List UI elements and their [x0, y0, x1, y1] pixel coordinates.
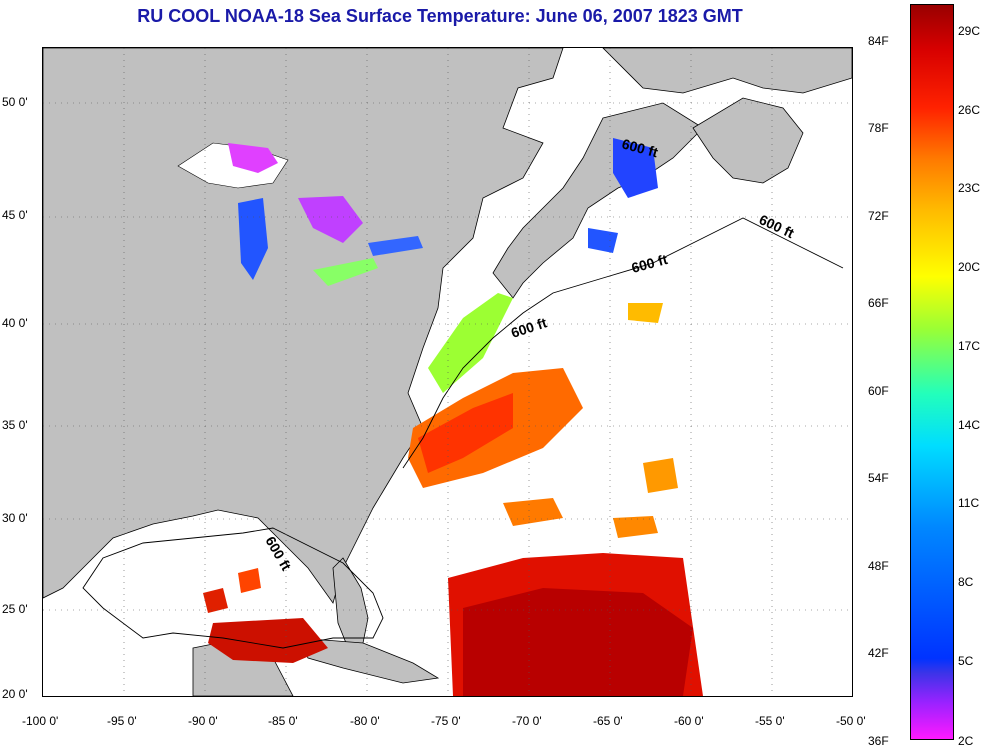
lon-tick-60: -60 0'	[674, 714, 704, 728]
lat-tick-40: 40 0'	[2, 316, 28, 330]
isobath-label-3: 600 ft	[630, 251, 670, 276]
cb-f-72: 72F	[868, 209, 889, 223]
cb-c-2: 2C	[958, 734, 974, 748]
gulf-south-sst	[208, 618, 328, 663]
cb-f-78: 78F	[868, 121, 889, 135]
gulf-patch-1	[203, 588, 228, 613]
sst-map[interactable]: 600 ft 600 ft 600 ft 600 ft 600 ft	[42, 47, 853, 697]
lon-tick-80: -80 0'	[350, 714, 380, 728]
lon-tick-50: -50 0'	[836, 714, 866, 728]
offshore-patch-2	[613, 516, 658, 538]
mid-atlantic-sst	[428, 293, 513, 393]
lon-tick-70: -70 0'	[512, 714, 542, 728]
cb-c-23: 23C	[958, 181, 981, 195]
lake-erie	[313, 258, 378, 286]
florida-land	[332, 557, 369, 649]
lon-tick-100: -100 0'	[22, 714, 59, 728]
lat-tick-45: 45 0'	[2, 208, 28, 222]
lat-tick-30: 30 0'	[2, 511, 28, 525]
temperature-colorbar	[910, 4, 954, 740]
cb-f-66: 66F	[868, 296, 889, 310]
cuba-land	[297, 637, 440, 684]
lat-tick-25: 25 0'	[2, 602, 28, 616]
gulfstream-core	[418, 393, 513, 473]
offshore-patch-4	[628, 303, 663, 323]
map-svg: 600 ft 600 ft 600 ft 600 ft 600 ft	[43, 48, 852, 696]
bay-fundy-sst	[588, 228, 618, 253]
cb-f-48: 48F	[868, 559, 889, 573]
offshore-patch-1	[503, 498, 563, 526]
cb-f-84: 84F	[868, 34, 889, 48]
lon-tick-85: -85 0'	[268, 714, 298, 728]
cb-c-29: 29C	[958, 24, 981, 38]
labrador-land	[602, 48, 852, 94]
cb-c-20: 20C	[958, 260, 981, 274]
lat-tick-20: 20 0'	[2, 687, 28, 701]
offshore-patch-3	[643, 458, 678, 493]
lon-tick-55: -55 0'	[755, 714, 785, 728]
cb-c-26: 26C	[958, 103, 981, 117]
newfoundland-land	[692, 97, 804, 184]
cb-c-8: 8C	[958, 575, 974, 589]
cb-c-11: 11C	[958, 496, 980, 510]
graticule	[43, 48, 852, 696]
isobath-600ft-east	[402, 217, 844, 469]
cb-c-14: 14C	[958, 418, 981, 432]
lat-tick-35: 35 0'	[2, 418, 28, 432]
cb-f-36: 36F	[868, 734, 889, 748]
lon-tick-95: -95 0'	[107, 714, 137, 728]
maritimes-land	[492, 102, 704, 299]
gulf-maine-sst	[613, 138, 658, 198]
gulf-patch-2	[238, 568, 261, 593]
isobath-600ft	[82, 527, 384, 649]
cb-f-54: 54F	[868, 471, 889, 485]
page-title: RU COOL NOAA-18 Sea Surface Temperature:…	[137, 6, 743, 26]
isobath-label-2: 600 ft	[757, 211, 797, 241]
cb-f-42: 42F	[868, 646, 889, 660]
lat-tick-50: 50 0'	[2, 95, 28, 109]
lon-tick-75: -75 0'	[431, 714, 461, 728]
caribbean-warm	[463, 588, 693, 696]
lake-huron	[298, 196, 363, 243]
lake-michigan	[238, 198, 268, 280]
lon-tick-65: -65 0'	[593, 714, 623, 728]
north-america-land	[43, 48, 564, 604]
lake-superior-sst	[228, 143, 278, 173]
lake-ontario	[368, 236, 423, 256]
cb-c-17: 17C	[958, 339, 981, 353]
cb-f-60: 60F	[868, 384, 889, 398]
cb-c-5: 5C	[958, 654, 974, 668]
lon-tick-90: -90 0'	[188, 714, 218, 728]
